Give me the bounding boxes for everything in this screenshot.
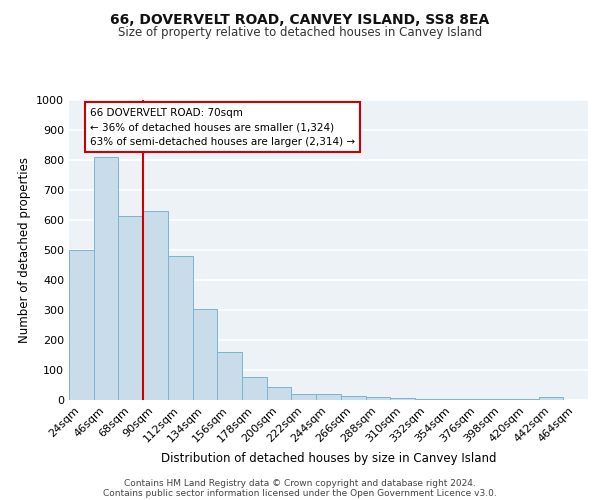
Text: 66, DOVERVELT ROAD, CANVEY ISLAND, SS8 8EA: 66, DOVERVELT ROAD, CANVEY ISLAND, SS8 8…	[110, 12, 490, 26]
Bar	[267, 387, 292, 400]
Bar	[168, 256, 193, 400]
Bar	[242, 377, 267, 400]
Text: 66 DOVERVELT ROAD: 70sqm
← 36% of detached houses are smaller (1,324)
63% of sem: 66 DOVERVELT ROAD: 70sqm ← 36% of detach…	[90, 108, 355, 147]
Bar	[143, 211, 168, 400]
Bar	[217, 352, 242, 400]
X-axis label: Distribution of detached houses by size in Canvey Island: Distribution of detached houses by size …	[161, 452, 496, 465]
Text: Size of property relative to detached houses in Canvey Island: Size of property relative to detached ho…	[118, 26, 482, 39]
Bar	[292, 394, 316, 400]
Bar	[193, 308, 217, 400]
Bar	[539, 397, 563, 400]
Y-axis label: Number of detached properties: Number of detached properties	[17, 157, 31, 343]
Bar	[316, 394, 341, 400]
Bar	[94, 157, 118, 400]
Bar	[415, 398, 440, 400]
Text: Contains public sector information licensed under the Open Government Licence v3: Contains public sector information licen…	[103, 488, 497, 498]
Bar	[118, 216, 143, 400]
Bar	[69, 250, 94, 400]
Bar	[365, 397, 390, 400]
Bar	[390, 398, 415, 400]
Bar	[341, 396, 365, 400]
Text: Contains HM Land Registry data © Crown copyright and database right 2024.: Contains HM Land Registry data © Crown c…	[124, 478, 476, 488]
Bar	[440, 399, 464, 400]
